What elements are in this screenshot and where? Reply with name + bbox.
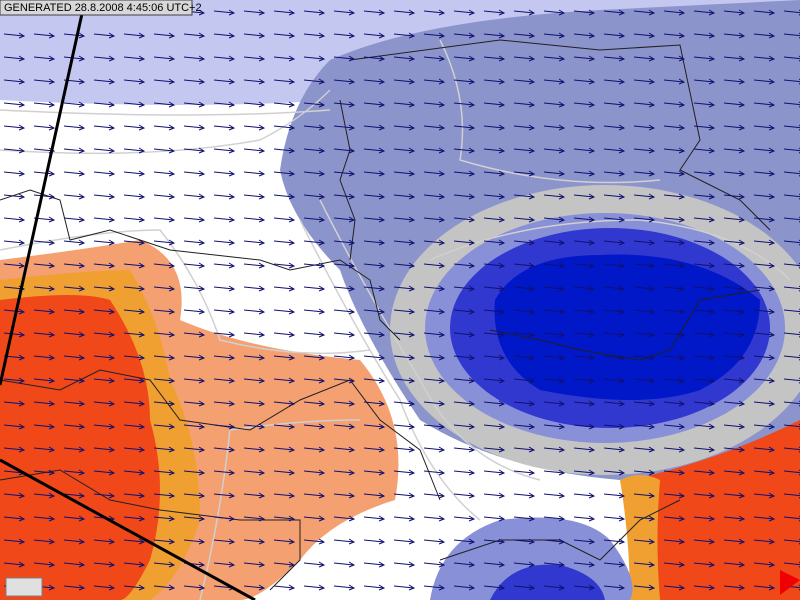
legend-icon [5, 577, 43, 597]
projection-line [0, 458, 256, 600]
generated-label: GENERATED 28.8.2008 4:45:06 UTC+2 [4, 2, 202, 14]
marker [780, 570, 800, 595]
label-box [0, 0, 193, 16]
projection-line [0, 0, 87, 386]
